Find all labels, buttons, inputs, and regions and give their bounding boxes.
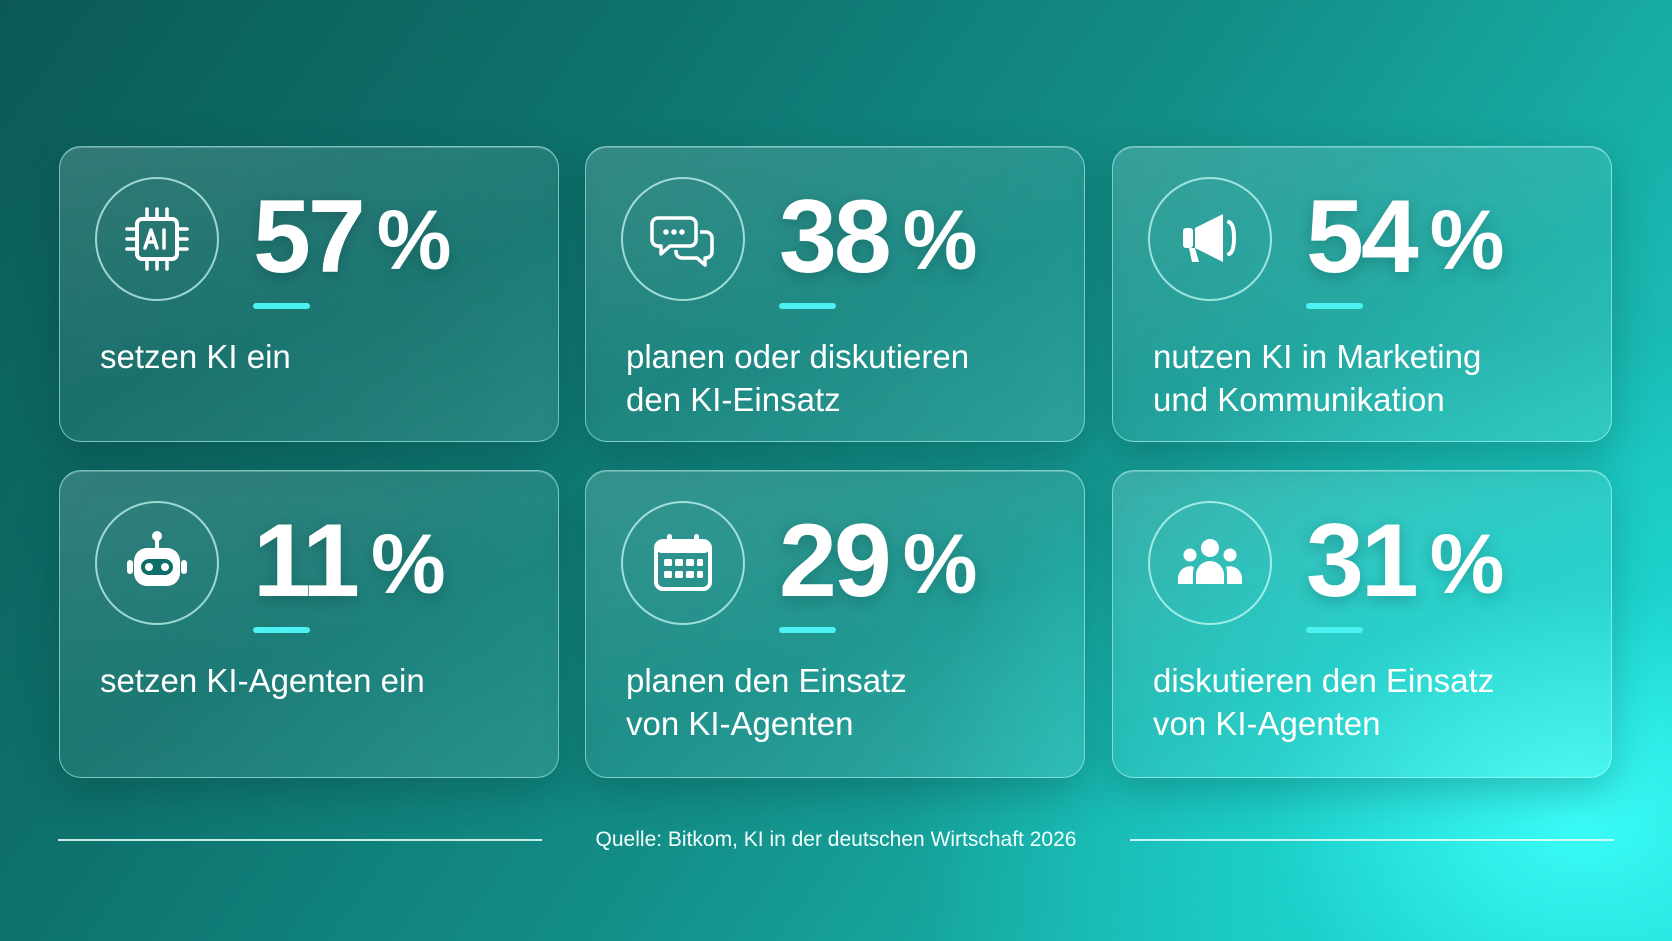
chat-bubbles-icon (621, 177, 745, 301)
stat-description-line: von KI-Agenten (626, 705, 854, 742)
stat-number: 57 (253, 179, 366, 295)
stat-description-line: diskutieren den Einsatz (1153, 662, 1495, 699)
stat-value: 11 % (253, 503, 446, 619)
stat-description-line: und Kommunikation (1153, 381, 1445, 418)
robot-icon (95, 501, 219, 625)
stat-underline (1306, 303, 1363, 309)
stat-unit: % (370, 517, 446, 611)
stat-number: 38 (779, 179, 892, 295)
stat-description-line: setzen KI-Agenten ein (100, 662, 425, 699)
stat-card-ki-einsatz: 57 % setzen KI ein (59, 146, 559, 442)
stat-value: 38 % (779, 179, 978, 295)
stat-card-ki-marketing: 54 % nutzen KI in Marketing und Kommunik… (1112, 146, 1612, 442)
stat-underline (779, 627, 836, 633)
calendar-icon (621, 501, 745, 625)
stat-number: 11 (253, 503, 360, 619)
stat-number: 54 (1306, 179, 1419, 295)
stat-description: diskutieren den Einsatz von KI-Agenten (1153, 659, 1593, 745)
stat-unit: % (1429, 193, 1505, 287)
ai-chip-icon (95, 177, 219, 301)
stat-description-line: den KI-Einsatz (626, 381, 841, 418)
megaphone-icon (1148, 177, 1272, 301)
stat-underline (779, 303, 836, 309)
stat-number: 29 (779, 503, 892, 619)
stat-value: 31 % (1306, 503, 1505, 619)
stat-underline (253, 303, 310, 309)
stat-description-line: setzen KI ein (100, 338, 291, 375)
source-footer: Quelle: Bitkom, KI in der deutschen Wirt… (58, 826, 1614, 856)
stat-description: planen oder diskutieren den KI-Einsatz (626, 335, 1066, 421)
stat-underline (1306, 627, 1363, 633)
stat-value: 54 % (1306, 179, 1505, 295)
stat-description: setzen KI-Agenten ein (100, 659, 540, 702)
stat-unit: % (902, 517, 978, 611)
stat-underline (253, 627, 310, 633)
divider-left (58, 839, 542, 841)
stat-description: setzen KI ein (100, 335, 540, 378)
source-caption: Quelle: Bitkom, KI in der deutschen Wirt… (58, 826, 1614, 854)
stat-value: 57 % (253, 179, 452, 295)
stat-card-ki-agenten: 11 % setzen KI-Agenten ein (59, 470, 559, 778)
stat-card-ki-planung: 38 % planen oder diskutieren den KI-Eins… (585, 146, 1085, 442)
stat-number: 31 (1306, 503, 1419, 619)
stat-description-line: planen den Einsatz (626, 662, 907, 699)
source-text: Quelle: Bitkom, KI in der deutschen Wirt… (595, 828, 1077, 851)
stat-description-line: planen oder diskutieren (626, 338, 970, 375)
stat-description-line: von KI-Agenten (1153, 705, 1381, 742)
stat-unit: % (1429, 517, 1505, 611)
stat-description-line: nutzen KI in Marketing (1153, 338, 1482, 375)
stat-value: 29 % (779, 503, 978, 619)
stat-description: nutzen KI in Marketing und Kommunikation (1153, 335, 1593, 421)
stat-card-ki-agenten-diskussion: 31 % diskutieren den Einsatz von KI-Agen… (1112, 470, 1612, 778)
divider-right (1130, 839, 1614, 841)
stat-description: planen den Einsatz von KI-Agenten (626, 659, 1066, 745)
stat-unit: % (376, 193, 452, 287)
stat-unit: % (902, 193, 978, 287)
stat-card-ki-agenten-planung: 29 % planen den Einsatz von KI-Agenten (585, 470, 1085, 778)
people-group-icon (1148, 501, 1272, 625)
